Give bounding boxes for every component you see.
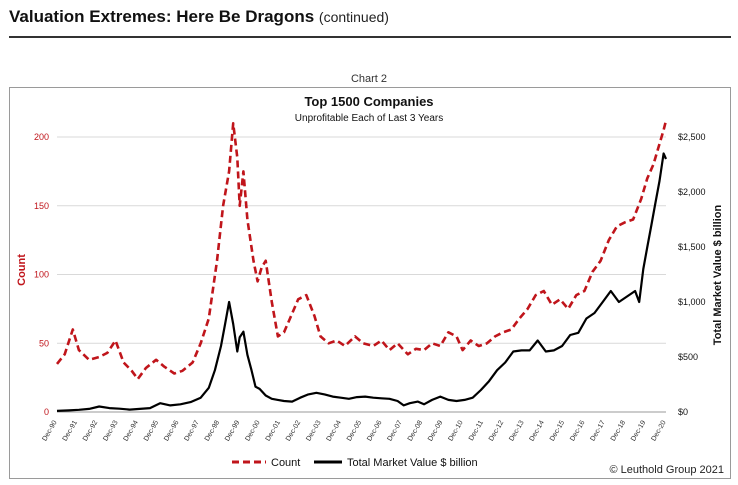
x-tick-label: Dec-14	[529, 419, 546, 442]
right-tick-label: $1,000	[678, 297, 706, 307]
x-tick-label: Dec-19	[630, 419, 647, 442]
right-tick-label: $0	[678, 407, 688, 417]
page-title: Valuation Extremes: Here Be Dragons (con…	[9, 7, 389, 26]
chart-frame	[9, 87, 731, 479]
right-tick-label: $2,000	[678, 187, 706, 197]
x-tick-label: Dec-93	[102, 419, 119, 442]
right-axis-ticks: $0 $500 $1,000 $1,500 $2,000 $2,500	[678, 132, 706, 417]
left-tick-label: 100	[34, 270, 49, 280]
x-tick-label: Dec-91	[62, 419, 79, 442]
x-tick-label: Dec-17	[589, 419, 606, 442]
x-axis-ticks: Dec-90 Dec-91 Dec-92 Dec-93 Dec-94 Dec-95 Dec-…	[41, 419, 667, 442]
x-tick-label: Dec-99	[224, 419, 241, 442]
x-tick-label: Dec-18	[610, 419, 627, 442]
legend-label-count: Count	[271, 457, 300, 469]
chart-legend: Count Total Market Value $ billion	[232, 457, 478, 469]
x-tick-label: Dec-02	[285, 419, 302, 442]
x-tick-label: Dec-09	[427, 419, 444, 442]
x-tick-label: Dec-94	[123, 419, 140, 442]
x-tick-label: Dec-04	[326, 419, 343, 442]
right-tick-label: $500	[678, 352, 698, 362]
x-tick-label: Dec-96	[163, 419, 180, 442]
x-tick-label: Dec-16	[569, 419, 586, 442]
series-line-count	[55, 120, 668, 381]
x-tick-label: Dec-98	[204, 419, 221, 442]
x-tick-label: Dec-08	[407, 419, 424, 442]
left-tick-label: 150	[34, 201, 49, 211]
x-tick-label: Dec-10	[447, 419, 464, 442]
x-tick-label: Dec-11	[468, 419, 485, 442]
gridlines	[57, 136, 666, 413]
x-tick-label: Dec-15	[549, 419, 566, 442]
chart-title: Top 1500 Companies	[304, 94, 433, 109]
left-axis-label: Count	[16, 254, 28, 286]
right-axis-label: Total Market Value $ billion	[712, 205, 724, 346]
right-tick-label: $2,500	[678, 132, 706, 142]
x-tick-label: Dec-12	[488, 419, 505, 442]
page-subtitle: (continued)	[318, 9, 389, 25]
x-tick-label: Dec-07	[386, 419, 403, 442]
x-tick-label: Dec-20	[650, 419, 667, 442]
x-tick-label: Dec-97	[183, 419, 200, 442]
x-tick-label: Dec-95	[143, 419, 160, 442]
x-tick-label: Dec-05	[346, 419, 363, 442]
left-tick-label: 200	[34, 132, 49, 142]
legend-label-market-value: Total Market Value $ billion	[347, 457, 478, 469]
x-tick-label: Dec-01	[265, 419, 282, 442]
series-line-market-value	[56, 152, 668, 412]
left-tick-label: 0	[44, 407, 49, 417]
series-lines	[55, 120, 668, 412]
header-divider	[9, 36, 731, 38]
left-tick-label: 50	[39, 338, 49, 348]
copyright-credit: © Leuthold Group 2021	[609, 464, 724, 476]
x-tick-label: Dec-00	[244, 419, 261, 442]
chart-subtitle: Unprofitable Each of Last 3 Years	[295, 113, 443, 124]
x-tick-label: Dec-13	[508, 419, 525, 442]
x-tick-label: Dec-03	[305, 419, 322, 442]
left-axis-ticks: 0 50 100 150 200	[34, 132, 49, 417]
right-tick-label: $1,500	[678, 242, 706, 252]
x-tick-label: Dec-06	[366, 419, 383, 442]
chart-number-label: Chart 2	[350, 73, 388, 85]
x-tick-label: Dec-92	[82, 419, 99, 442]
x-tick-label: Dec-90	[41, 419, 58, 442]
